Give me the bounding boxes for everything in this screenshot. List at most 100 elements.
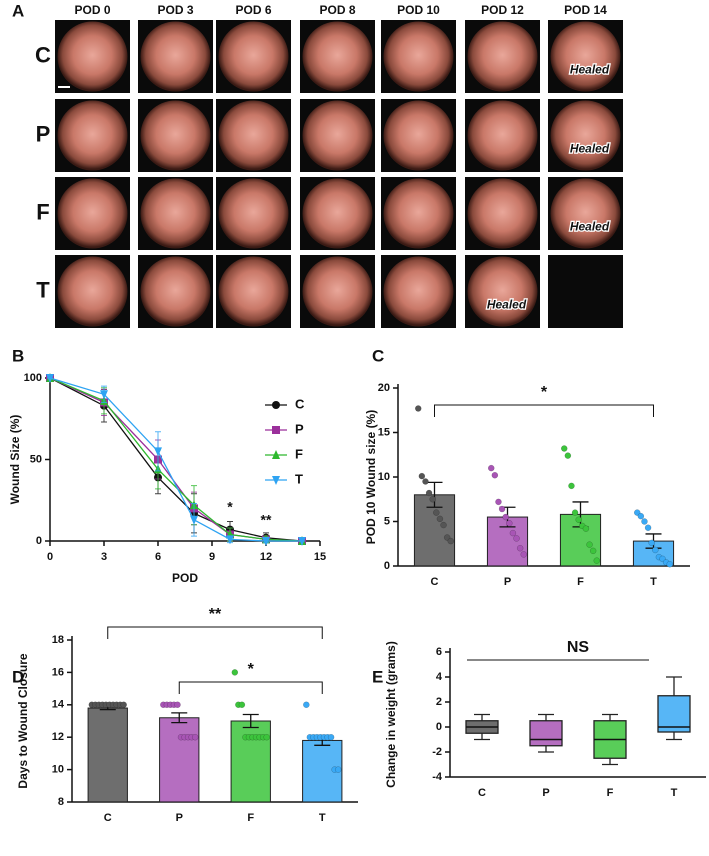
marker	[272, 476, 280, 485]
data-point	[516, 544, 524, 552]
data-point	[502, 513, 509, 521]
panel-label: C	[372, 346, 384, 365]
wound-photo	[218, 21, 289, 92]
data-point	[433, 509, 440, 516]
data-point	[586, 541, 593, 548]
y-tick-label: 10	[52, 764, 64, 776]
legend-label: P	[295, 421, 304, 436]
whisker	[474, 733, 490, 741]
box	[529, 720, 563, 747]
data-point	[418, 472, 426, 480]
data-point	[575, 516, 582, 523]
data-point	[582, 525, 590, 532]
y-tick-label: 8	[58, 796, 64, 808]
error-bar	[426, 481, 443, 508]
marker	[190, 515, 198, 525]
y-tick-label: 0	[436, 721, 442, 733]
wound-photo	[302, 21, 373, 92]
y-tick-label: 100	[24, 372, 42, 384]
data-point	[506, 520, 513, 527]
wound-photo	[140, 100, 211, 171]
column-header: POD 12	[481, 3, 524, 17]
y-axis-label: Days to Wound Closure	[16, 653, 30, 788]
x-tick-label: 15	[314, 551, 326, 563]
photo-frame	[548, 255, 623, 328]
data-point	[637, 512, 645, 520]
legend-label: F	[295, 446, 303, 461]
data-point	[652, 546, 659, 554]
panel-label: D	[12, 667, 24, 686]
wound-photo	[467, 21, 538, 92]
y-tick-label: 10	[378, 471, 390, 483]
wound-photo	[550, 21, 621, 92]
box	[657, 695, 691, 733]
bar	[159, 717, 200, 803]
data-point	[447, 537, 455, 545]
y-tick-label: 50	[30, 453, 42, 465]
data-point	[513, 535, 520, 542]
x-tick-label: 0	[47, 551, 53, 563]
error-bar	[242, 713, 259, 729]
data-point	[509, 529, 517, 537]
y-tick-label: 12	[52, 731, 64, 743]
x-tick-label: P	[176, 812, 183, 824]
bracket	[178, 681, 323, 694]
data-point	[303, 701, 310, 709]
data-point	[491, 471, 499, 479]
wound-photo	[218, 100, 289, 171]
wound-photo	[302, 256, 373, 327]
wound-photo	[140, 21, 211, 92]
photo-note: Healed	[570, 142, 610, 156]
wound-photo	[302, 100, 373, 171]
x-tick-label: 6	[155, 551, 161, 563]
whisker	[538, 713, 554, 721]
wound-photo	[467, 178, 538, 249]
data-point	[231, 669, 239, 676]
data-point	[425, 489, 433, 497]
data-point	[120, 701, 127, 709]
column-header: POD 3	[157, 3, 193, 17]
wound-photo	[57, 21, 128, 92]
y-tick-label: 18	[52, 634, 64, 646]
wound-photo	[57, 178, 128, 249]
marker	[272, 426, 280, 434]
data-point	[334, 766, 342, 773]
bracket	[107, 626, 323, 639]
data-point	[422, 478, 429, 485]
wound-photo	[383, 21, 454, 92]
x-tick-label: F	[577, 576, 584, 588]
x-tick-label: C	[431, 576, 439, 588]
x-tick-label: C	[478, 787, 486, 799]
row-label: T	[36, 277, 50, 302]
wound-photo	[467, 100, 538, 171]
data-point	[174, 701, 181, 709]
significance: *	[541, 384, 548, 401]
wound-photo	[383, 100, 454, 171]
significance: NS	[567, 639, 590, 656]
y-tick-label: 4	[436, 671, 443, 683]
x-axis-label: POD	[172, 571, 198, 585]
x-tick-label: 12	[260, 551, 272, 563]
data-point	[666, 560, 674, 568]
legend-label: C	[295, 396, 305, 411]
annotation: **	[261, 512, 272, 528]
y-tick-label: 16	[52, 666, 64, 678]
data-point	[191, 733, 199, 741]
row-label: P	[36, 121, 51, 146]
panel-label: A	[12, 1, 24, 20]
marker	[100, 390, 108, 400]
data-point	[429, 496, 436, 503]
column-header: POD 6	[235, 3, 271, 17]
wound-photo	[467, 256, 538, 327]
x-tick-label: F	[607, 787, 614, 799]
y-tick-label: 0	[36, 535, 42, 547]
wound-photo	[302, 178, 373, 249]
significance: *	[248, 661, 255, 678]
x-tick-label: P	[542, 787, 549, 799]
data-point	[589, 547, 597, 555]
wound-photo	[218, 256, 289, 327]
data-point	[487, 464, 495, 472]
bar	[87, 707, 128, 803]
wound-photo	[550, 100, 621, 171]
wound-photo	[140, 256, 211, 327]
